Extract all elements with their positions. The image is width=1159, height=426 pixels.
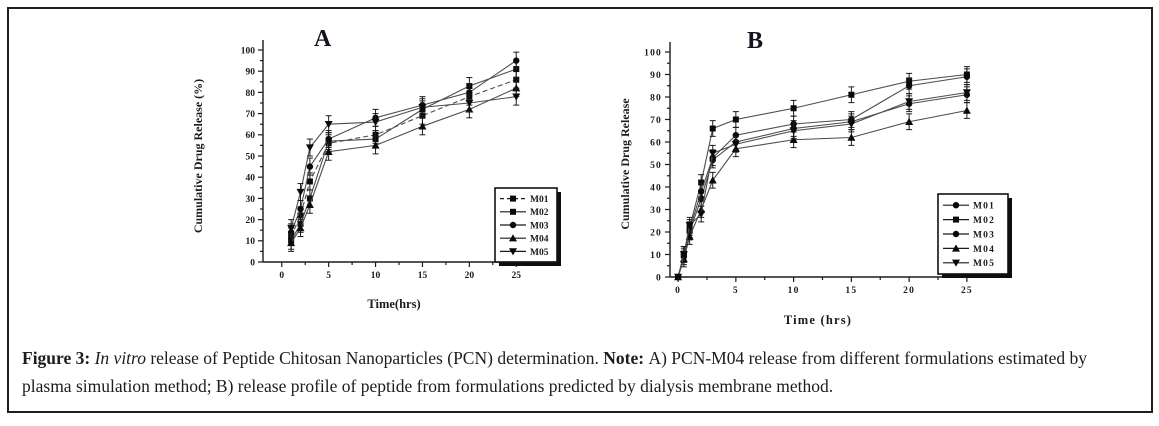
svg-text:0: 0: [675, 286, 681, 296]
svg-text:20: 20: [465, 271, 475, 281]
svg-text:90: 90: [650, 71, 662, 81]
legend-entry-m04: M04: [530, 235, 549, 245]
caption-segment: Figure 3:: [22, 348, 95, 368]
svg-text:10: 10: [650, 251, 662, 261]
svg-text:90: 90: [246, 68, 256, 78]
svg-text:10: 10: [246, 237, 256, 247]
caption-segment: In vitro: [94, 348, 146, 368]
svg-text:10: 10: [371, 271, 381, 281]
svg-text:15: 15: [845, 286, 857, 296]
caption-segment: release of Peptide Chitosan Nanoparticle…: [145, 348, 604, 368]
svg-text:20: 20: [650, 228, 662, 238]
legend-entry-m05: M05: [530, 248, 549, 258]
x-axis-label: Time(hrs): [367, 297, 420, 311]
svg-text:50: 50: [650, 161, 662, 171]
legend-entry-m02: M02: [973, 216, 995, 226]
y-axis-label: Cumulative Drug Release (%): [191, 79, 205, 233]
svg-text:0: 0: [656, 273, 662, 283]
svg-text:15: 15: [418, 271, 428, 281]
caption-segment: Note:: [603, 348, 649, 368]
svg-text:5: 5: [326, 271, 331, 281]
svg-text:20: 20: [246, 216, 256, 226]
panel-b-title: B: [747, 28, 763, 54]
legend-entry-m03: M03: [530, 221, 549, 231]
svg-text:40: 40: [246, 174, 256, 184]
panel-a-chart: 0 10 20 30 40 50 60 70 80 90 100 0 5 10 15 20 25 A Time(hr…: [191, 26, 561, 311]
svg-text:0: 0: [279, 271, 284, 281]
svg-text:100: 100: [644, 48, 662, 58]
svg-text:50: 50: [246, 152, 256, 162]
svg-text:40: 40: [650, 183, 662, 193]
svg-text:60: 60: [246, 131, 256, 141]
panel-b-chart: 0 10 20 30 40 50 60 70 80 90 100 0 5 10 15 20 25 B Time (h…: [618, 28, 1012, 327]
legend-entry-m01: M01: [973, 202, 995, 212]
svg-text:70: 70: [246, 110, 256, 120]
legend-entry-m02: M02: [530, 208, 549, 218]
legend-entry-m03: M03: [973, 230, 995, 240]
svg-text:25: 25: [511, 271, 521, 281]
legend-entry-m05: M05: [973, 259, 995, 269]
legend-entry-m01: M01: [530, 195, 549, 205]
svg-text:30: 30: [650, 206, 662, 216]
panel-a-title: A: [314, 26, 332, 52]
svg-text:5: 5: [733, 286, 739, 296]
svg-text:10: 10: [788, 286, 800, 296]
figure-caption: Figure 3: In vitro release of Peptide Ch…: [22, 344, 1136, 400]
svg-text:100: 100: [241, 46, 256, 56]
caption-segment: A) PCN-M04 release from different formul…: [22, 348, 1087, 396]
svg-text:80: 80: [650, 93, 662, 103]
svg-text:70: 70: [650, 116, 662, 126]
x-axis-label: Time (hrs): [784, 313, 852, 327]
svg-text:25: 25: [961, 286, 973, 296]
svg-text:30: 30: [246, 195, 256, 205]
svg-text:20: 20: [903, 286, 915, 296]
svg-text:80: 80: [246, 89, 256, 99]
legend-entry-m04: M04: [973, 245, 995, 255]
svg-text:60: 60: [650, 138, 662, 148]
svg-text:0: 0: [250, 258, 255, 268]
y-axis-label: Cumulative Drug Release: [618, 98, 632, 230]
